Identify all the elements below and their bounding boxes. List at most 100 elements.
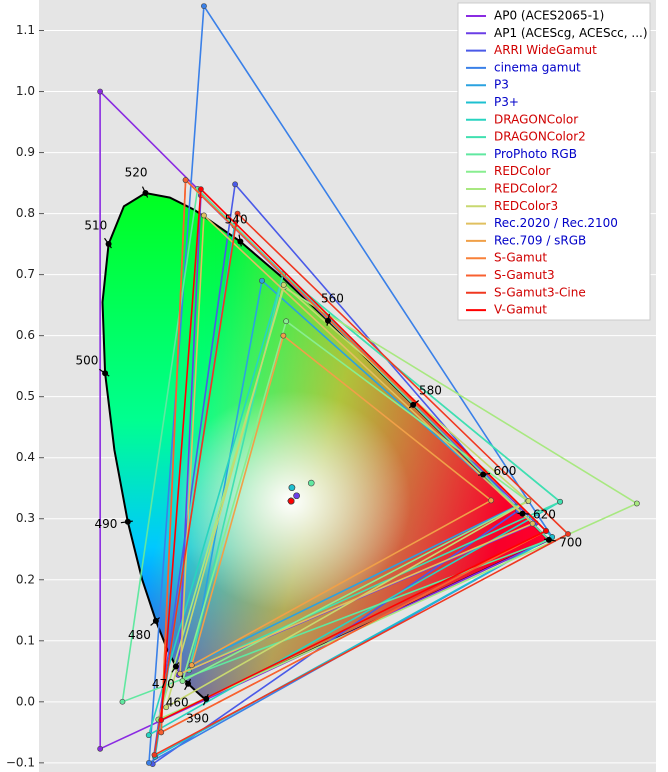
- wavelength-label: 490: [95, 517, 118, 531]
- gamut-triangle: [190, 334, 493, 667]
- y-tick-label: 0.1: [16, 633, 35, 647]
- primary-point: [201, 3, 207, 10]
- locus-tick: [517, 512, 530, 515]
- y-tick-label: 0.9: [16, 145, 35, 159]
- gamut-triangle: [179, 213, 535, 675]
- primary-point: [158, 717, 165, 724]
- primary-point: [232, 181, 238, 188]
- primary-point: [525, 498, 532, 504]
- legend-label: Rec.709 / sRGB: [494, 233, 586, 247]
- primary-point: [543, 528, 549, 534]
- legend-label: S-Gamut3-Cine: [494, 285, 586, 299]
- legend-label: ARRI WideGamut: [494, 43, 597, 57]
- legend-label: REDColor2: [494, 182, 558, 196]
- y-tick-label: 0.6: [16, 328, 35, 342]
- gamut-triangle: [181, 319, 529, 683]
- primary-point: [197, 186, 204, 193]
- primary-point: [145, 732, 152, 739]
- locus-tick: [408, 400, 420, 409]
- primary-point: [151, 752, 158, 758]
- legend-label: AP1 (ACEScg, ACEScc, ...): [494, 26, 648, 40]
- locus-tick: [326, 313, 331, 326]
- primary-point: [280, 332, 287, 339]
- primary-point: [158, 729, 165, 736]
- primary-point: [557, 498, 563, 505]
- gamut-triangle: [160, 187, 548, 722]
- y-tick-label: 0.0: [16, 694, 35, 708]
- wavelength-label: 580: [419, 384, 442, 398]
- y-tick-label: 0.7: [16, 267, 35, 281]
- wavelength-label: 390: [186, 712, 209, 726]
- y-tick-label: −0.1: [6, 755, 35, 769]
- locus-tick: [141, 186, 149, 198]
- legend-box: [457, 2, 651, 321]
- locus-tick: [184, 679, 192, 691]
- wavelength-label: 470: [152, 677, 175, 691]
- wavelength-label: 540: [225, 212, 248, 226]
- primary-point: [163, 704, 170, 711]
- locus-tick: [543, 538, 556, 542]
- primary-point: [280, 282, 287, 288]
- y-tick-label: 1.1: [16, 23, 35, 37]
- legend-label: REDColor: [494, 164, 551, 178]
- wavelength-label: 480: [128, 628, 151, 642]
- locus-tick: [478, 472, 491, 476]
- primary-point: [188, 662, 195, 669]
- locus-tick: [238, 234, 242, 247]
- primary-point: [179, 678, 186, 684]
- y-tick-label: 0.2: [16, 572, 35, 586]
- wavelength-label: 620: [533, 507, 556, 521]
- y-tick-label: 0.3: [16, 511, 35, 525]
- legend-label: AP0 (ACES2065-1): [494, 9, 604, 23]
- locus-tick: [171, 662, 180, 673]
- gamut-triangle: [160, 178, 548, 734]
- legend-label: P3+: [494, 95, 519, 109]
- wavelength-label: 600: [493, 464, 516, 478]
- y-tick-label: 0.5: [16, 389, 35, 403]
- legend-label: cinema gamut: [494, 60, 581, 74]
- legend-label: S-Gamut3: [494, 268, 555, 282]
- wavelength-label: 510: [84, 219, 107, 233]
- primary-point: [234, 210, 241, 217]
- primary-point: [529, 520, 536, 527]
- primary-point: [97, 88, 103, 95]
- white-point: [307, 479, 315, 487]
- primary-point: [177, 670, 184, 677]
- locus-tick: [104, 237, 112, 249]
- locus-tick: [150, 617, 161, 626]
- primary-point: [488, 497, 494, 504]
- legend-label: DRAGONColor: [494, 112, 578, 126]
- legend: AP0 (ACES2065-1) AP1 (ACEScg, ACEScc, ...…: [457, 2, 651, 321]
- white-point: [293, 492, 300, 500]
- locus-tick: [202, 693, 209, 706]
- primary-point: [259, 277, 265, 284]
- wavelength-label: 500: [76, 353, 99, 367]
- primary-point: [565, 531, 571, 537]
- legend-label: REDColor3: [494, 199, 558, 213]
- white-point: [287, 497, 295, 505]
- wavelength-label: 700: [559, 536, 582, 550]
- white-point: [288, 484, 296, 491]
- primary-point: [97, 745, 104, 752]
- legend-label: Rec.2020 / Rec.2100: [494, 216, 618, 230]
- primary-point: [283, 318, 290, 325]
- legend-label: S-Gamut: [494, 251, 547, 265]
- gamut-triangle: [187, 272, 562, 672]
- y-tick-label: 0.8: [16, 206, 35, 220]
- legend-label: DRAGONColor2: [494, 130, 586, 144]
- gamut-triangle: [190, 279, 517, 667]
- primary-point: [182, 177, 189, 183]
- primary-point: [146, 759, 152, 766]
- primary-point: [201, 212, 207, 219]
- gamut-triangle: [157, 286, 639, 721]
- y-tick-label: 0.4: [16, 450, 35, 464]
- y-tick-label: 1.0: [16, 84, 35, 98]
- locus-tick: [120, 520, 133, 524]
- legend-label: V-Gamut: [494, 303, 547, 317]
- legend-label: ProPhoto RGB: [494, 147, 577, 161]
- wavelength-label: 560: [321, 292, 344, 306]
- locus-tick: [98, 368, 110, 377]
- wavelength-label: 460: [166, 695, 189, 709]
- legend-label: P3: [494, 78, 509, 92]
